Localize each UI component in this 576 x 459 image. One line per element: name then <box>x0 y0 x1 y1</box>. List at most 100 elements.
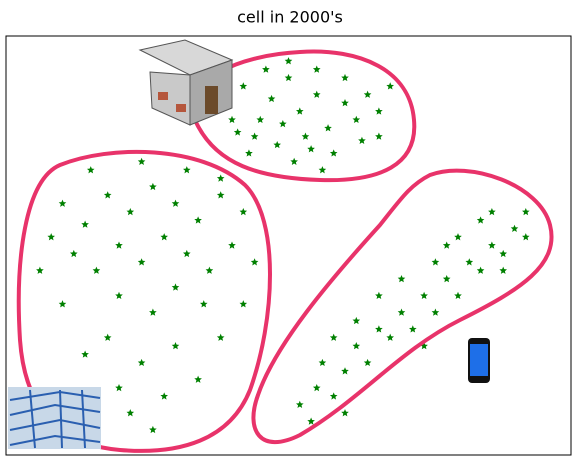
point <box>522 207 530 216</box>
point <box>171 283 180 291</box>
house-icon <box>138 39 234 126</box>
point <box>312 383 321 392</box>
point <box>363 90 372 98</box>
point <box>488 241 496 249</box>
point <box>488 207 496 216</box>
point <box>171 342 180 350</box>
point <box>296 400 304 408</box>
point <box>239 207 248 216</box>
point <box>341 73 349 82</box>
point <box>126 207 135 216</box>
point <box>341 367 349 375</box>
point <box>126 409 135 417</box>
point <box>256 115 265 124</box>
point <box>290 157 298 165</box>
point <box>375 132 383 140</box>
point <box>284 57 293 65</box>
point <box>301 132 310 140</box>
point <box>476 216 485 224</box>
point <box>86 166 95 174</box>
point <box>160 233 168 241</box>
point <box>454 291 462 300</box>
point <box>250 132 259 140</box>
point <box>103 191 112 199</box>
plot-frame <box>5 35 572 456</box>
door <box>205 86 218 114</box>
point <box>442 275 451 283</box>
point <box>375 291 383 300</box>
point <box>358 136 366 144</box>
point <box>386 333 394 341</box>
point <box>352 316 361 325</box>
point <box>465 258 474 266</box>
point <box>375 325 383 333</box>
point <box>81 350 89 358</box>
point <box>324 124 332 132</box>
point <box>183 249 191 258</box>
point <box>47 233 55 241</box>
point <box>115 241 123 249</box>
loop-left <box>16 149 272 453</box>
point <box>233 128 242 136</box>
point <box>329 333 338 341</box>
cell-image <box>8 387 101 449</box>
point <box>279 119 287 128</box>
point <box>115 291 123 300</box>
point <box>216 191 225 199</box>
point <box>363 358 372 367</box>
point <box>171 199 180 207</box>
phone-icon <box>468 338 490 383</box>
point <box>149 308 157 316</box>
point <box>262 65 270 73</box>
point <box>239 300 248 308</box>
point <box>58 300 67 308</box>
point <box>149 182 157 191</box>
point <box>296 107 304 115</box>
point <box>312 65 321 73</box>
point <box>318 166 327 174</box>
point <box>409 325 417 333</box>
point <box>205 266 214 274</box>
point <box>352 342 361 350</box>
point <box>420 291 428 300</box>
point <box>522 233 530 241</box>
point <box>397 308 406 316</box>
point <box>250 258 259 266</box>
point <box>476 266 485 274</box>
point <box>307 417 315 425</box>
point <box>199 300 208 308</box>
point <box>341 99 349 107</box>
point <box>194 375 202 383</box>
loops <box>16 49 554 453</box>
point <box>442 241 451 249</box>
point <box>36 266 44 274</box>
point <box>329 149 338 157</box>
point <box>115 383 123 392</box>
loop-right <box>251 168 554 445</box>
point <box>375 107 383 115</box>
point <box>58 199 67 207</box>
point <box>81 220 89 228</box>
point <box>194 216 202 224</box>
point <box>431 308 440 316</box>
point <box>499 266 507 274</box>
point <box>137 358 146 367</box>
point <box>312 90 321 98</box>
point <box>183 166 191 174</box>
point <box>420 342 428 350</box>
point <box>267 94 276 103</box>
point <box>239 82 248 90</box>
point <box>103 333 112 341</box>
point <box>499 249 507 258</box>
point <box>137 157 146 165</box>
point <box>228 115 236 124</box>
point <box>149 425 157 434</box>
point <box>137 258 146 266</box>
point <box>160 392 168 400</box>
point <box>228 241 236 249</box>
point <box>92 266 101 274</box>
point <box>318 358 327 367</box>
point <box>454 233 462 241</box>
point <box>341 409 349 417</box>
